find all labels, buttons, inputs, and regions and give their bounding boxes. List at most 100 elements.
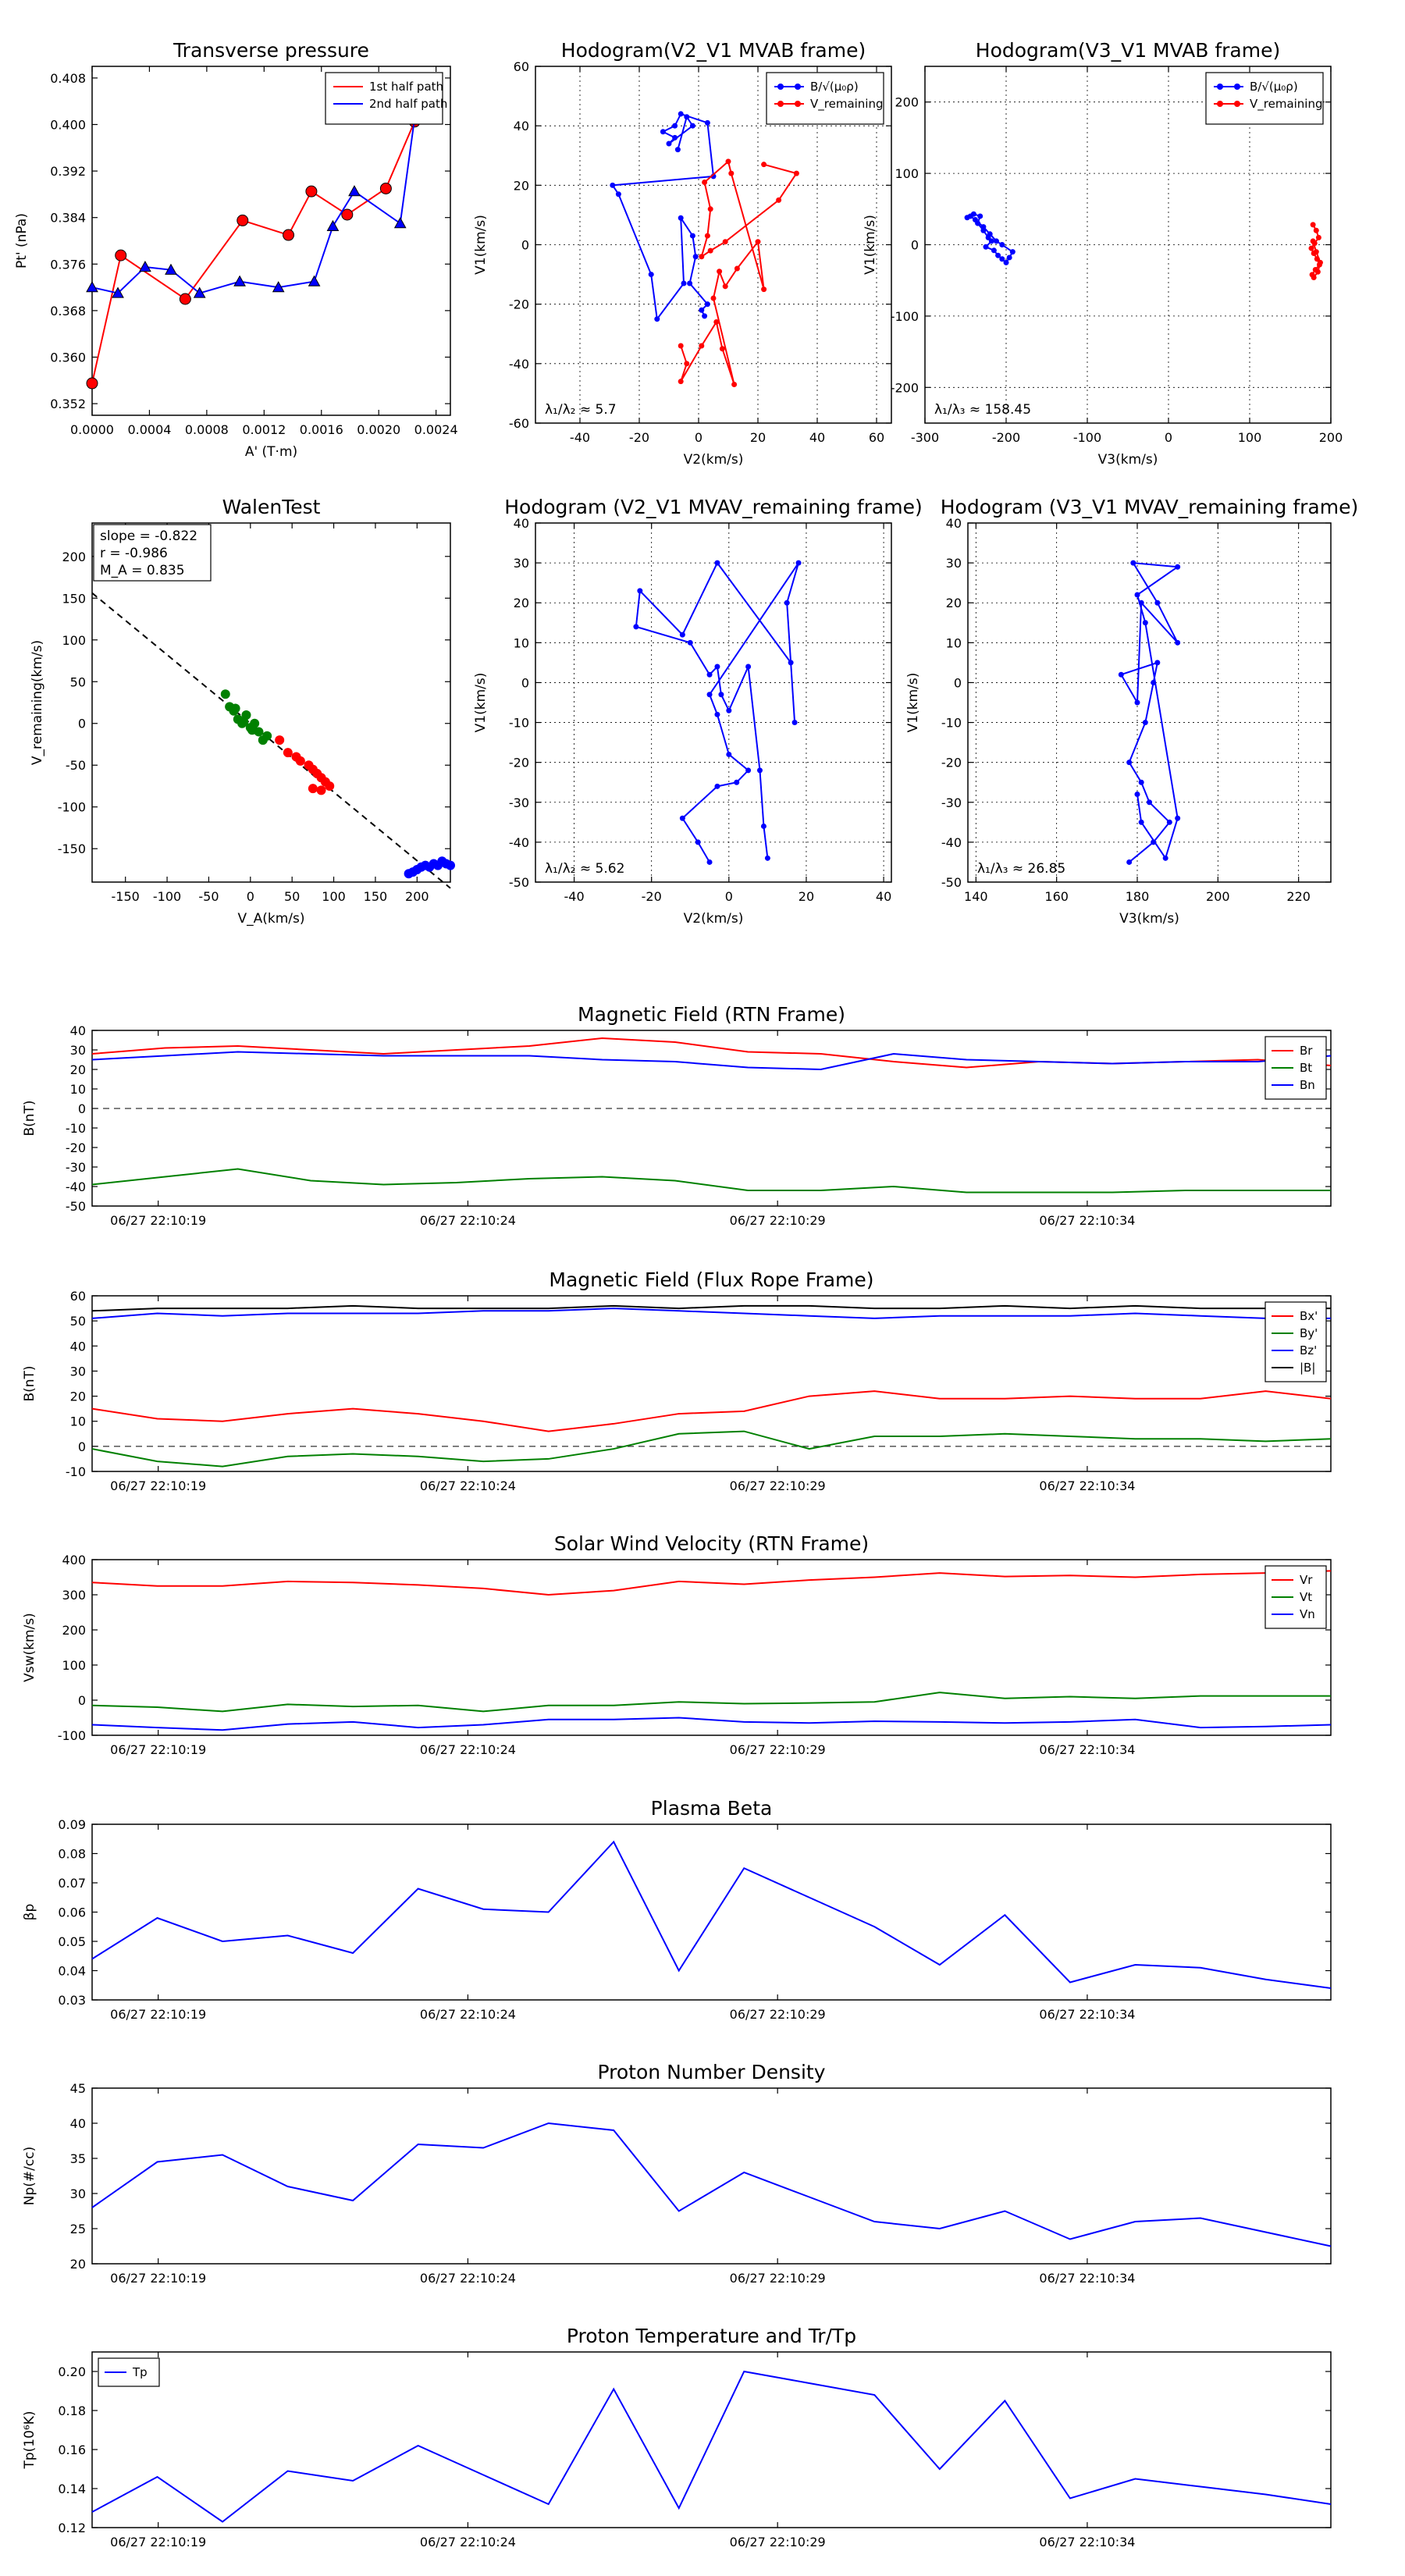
- data-point: [702, 313, 708, 319]
- y-tick-label: 300: [62, 1588, 86, 1603]
- y-axis-label: B(nT): [22, 1365, 37, 1401]
- y-tick-label: 0: [78, 717, 86, 731]
- x-tick-label: 0: [695, 430, 702, 445]
- x-tick-label: 100: [322, 889, 346, 904]
- y-tick-label: -20: [66, 1140, 86, 1155]
- data-point: [1317, 259, 1323, 265]
- data-point: [726, 707, 732, 713]
- data-point: [714, 560, 720, 566]
- data-point: [704, 301, 710, 308]
- data-point: [165, 263, 177, 275]
- x-tick-label: 06/27 22:10:34: [1039, 1478, 1135, 1493]
- series-red: [275, 735, 335, 795]
- x-tick-label: 06/27 22:10:34: [1039, 2271, 1135, 2286]
- y-axis-label: V_remaining(km/s): [30, 640, 45, 765]
- x-tick-label: 06/27 22:10:19: [110, 1742, 206, 1757]
- y-axis-label: V1(km/s): [863, 215, 878, 275]
- chart-tp: Proton Temperature and Tr/Tp 0.12 0.14 0.16…: [22, 2325, 1332, 2549]
- legend-label: Vn: [1300, 1607, 1315, 1621]
- y-tick-label: 30: [70, 2186, 86, 2201]
- plot-frame: [91, 1295, 1332, 1472]
- data-point: [967, 213, 973, 219]
- data-point: [1154, 600, 1161, 606]
- y-tick-label: 10: [70, 1414, 86, 1429]
- y-tick-label: -100: [58, 1728, 86, 1743]
- x-tick-label: 06/27 22:10:29: [730, 2007, 826, 2022]
- y-tick-label: 0.368: [50, 304, 86, 318]
- data-point: [714, 664, 720, 670]
- chart-walen: WalenTest -150 -100 -50 0 50 100 150 200 -150 -100…: [30, 496, 455, 927]
- x-tick-label: 180: [1126, 889, 1150, 904]
- x-tick-label: -300: [911, 430, 939, 445]
- data-point: [348, 185, 361, 197]
- data-point: [230, 703, 240, 713]
- y-tick-label: -30: [941, 795, 962, 810]
- data-point: [699, 307, 705, 313]
- data-point: [722, 283, 728, 290]
- series-line-beta: [91, 1840, 1332, 1989]
- x-tick-label: 200: [1319, 430, 1343, 445]
- series-blue: [404, 856, 455, 879]
- data-point: [308, 275, 321, 286]
- y-tick-label: 0.392: [50, 164, 86, 179]
- x-tick-label: 0: [247, 889, 254, 904]
- y-tick-label: 0.06: [58, 1905, 86, 1920]
- y-tick-label: -10: [509, 716, 529, 731]
- y-tick-label: 60: [514, 59, 529, 74]
- x-tick-label: 0.0012: [242, 422, 286, 437]
- y-tick-label: -10: [66, 1464, 86, 1479]
- y-tick-label: 40: [70, 1339, 86, 1354]
- series-line-Bt: [91, 1168, 1331, 1194]
- y-axis-label: V1(km/s): [905, 673, 921, 733]
- data-point: [718, 692, 724, 698]
- data-point: [86, 281, 98, 293]
- data-point: [1314, 256, 1320, 262]
- plot-frame: [91, 66, 451, 416]
- chart-np: Proton Number Density 20 25 30 35 40 45 Np(#/cc…: [22, 2061, 1332, 2286]
- legend: B/√(μ₀ρ) V_remaining: [1205, 72, 1324, 125]
- data-point: [637, 588, 643, 594]
- chart-beta: Plasma Beta 0.03 0.04 0.05 0.06 0.07 0.08 0.09 β…: [22, 1797, 1332, 2022]
- data-point: [795, 84, 801, 90]
- legend-label: Bn: [1300, 1078, 1315, 1092]
- y-tick-label: 60: [70, 1289, 86, 1304]
- data-point: [761, 286, 767, 293]
- y-tick-label: 0: [954, 675, 962, 690]
- data-point: [678, 379, 684, 385]
- data-point: [247, 725, 257, 735]
- data-point: [1217, 101, 1223, 107]
- data-point: [1126, 859, 1133, 865]
- y-tick-label: 0.18: [58, 2403, 86, 2418]
- x-tick-label: 20: [799, 889, 814, 904]
- y-tick-label: 20: [70, 1062, 86, 1077]
- y-tick-label: 25: [70, 2222, 86, 2236]
- y-tick-label: -50: [509, 875, 529, 890]
- y-tick-label: 20: [514, 596, 529, 610]
- legend-label: |B|: [1300, 1361, 1315, 1375]
- x-tick-label: 0.0020: [357, 422, 400, 437]
- legend-label: By': [1300, 1326, 1318, 1340]
- data-point: [1138, 819, 1144, 825]
- y-tick-label: -40: [509, 835, 529, 850]
- data-point: [1009, 249, 1016, 255]
- data-point: [991, 247, 997, 254]
- y-tick-label: 40: [70, 1023, 86, 1038]
- y-tick-label: -100: [58, 800, 86, 815]
- chart-hodo2: Hodogram(V3_V1 MVAB frame) -300 -200 -100 0 1…: [863, 39, 1343, 468]
- data-point: [615, 191, 621, 197]
- legend-label: Bx': [1300, 1309, 1318, 1323]
- data-point: [745, 767, 752, 774]
- data-point: [1175, 564, 1181, 570]
- x-tick-label: 06/27 22:10:29: [730, 2271, 826, 2286]
- fit-line: [91, 592, 451, 889]
- x-tick-label: 40: [809, 430, 825, 445]
- y-tick-label: 0.05: [58, 1934, 86, 1949]
- legend-label: V_remaining: [810, 97, 884, 112]
- data-point: [761, 162, 767, 168]
- data-point: [1308, 245, 1314, 251]
- data-point: [275, 735, 285, 745]
- series-V_remaining: [1308, 222, 1323, 281]
- data-point: [610, 182, 616, 188]
- x-tick-label: 20: [750, 430, 766, 445]
- y-tick-label: 30: [514, 556, 529, 571]
